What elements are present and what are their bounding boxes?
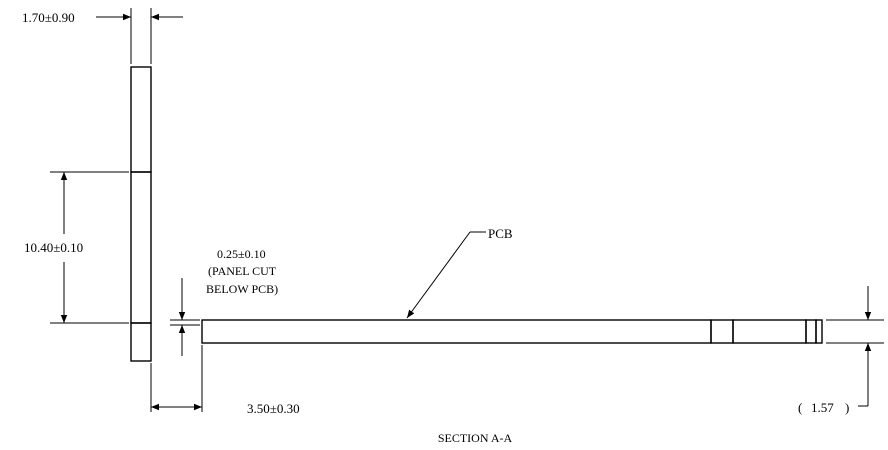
- pcb-thickness-label: 1.57: [811, 400, 834, 415]
- panel-middle-cut: [130, 171, 152, 324]
- panel-thickness-label: 1.70±0.90: [22, 10, 75, 25]
- panel-upper-hatched: [130, 66, 152, 173]
- pcb-leader: PCB: [406, 226, 513, 319]
- pcb-label: PCB: [488, 226, 513, 241]
- dim-offset: 3.50±0.30: [150, 345, 300, 416]
- pcb-section: [201, 319, 823, 344]
- section-title: SECTION A-A: [438, 431, 513, 445]
- panel-cut-value-label: 0.25±0.10: [217, 247, 266, 261]
- dim-pcb-thickness: ( 1.57 ): [798, 286, 884, 415]
- pcb-end-cap: [805, 319, 817, 344]
- dim-panel-height: 10.40±0.10: [24, 171, 129, 324]
- panel-cut-note-line1: (PANEL CUT: [208, 264, 277, 278]
- pcb-thickness-open-paren: (: [798, 400, 802, 415]
- dim-panel-thickness: 1.70±0.90: [22, 8, 183, 64]
- panel-cut-note-line2: BELOW PCB): [206, 282, 278, 296]
- pcb-end-hatched: [732, 319, 807, 344]
- pcb-end-edge: [815, 319, 823, 344]
- pcb-gap: [710, 319, 734, 344]
- offset-label: 3.50±0.30: [247, 401, 300, 416]
- dim-panel-cut: 0.25±0.10 (PANEL CUT BELOW PCB): [170, 247, 278, 356]
- panel-lower-hatched: [130, 322, 152, 362]
- panel-section: [130, 66, 152, 362]
- pcb-thickness-close-paren: ): [845, 400, 849, 415]
- panel-height-label: 10.40±0.10: [24, 240, 83, 255]
- pcb-main-hatched: [201, 319, 712, 344]
